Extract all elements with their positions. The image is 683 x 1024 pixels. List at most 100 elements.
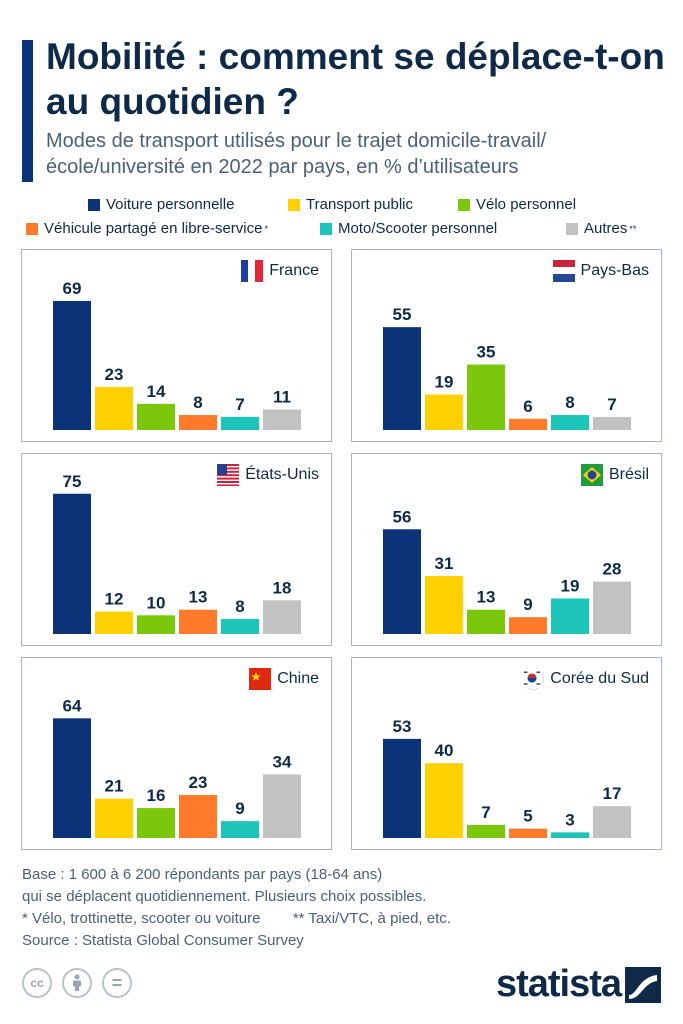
legend-label: Transport public: [306, 196, 413, 213]
legend-item-velo: Vélo personnel: [458, 196, 576, 213]
bar-velo-personnel: [137, 808, 175, 838]
chart-subtitle: Modes de transport utilisés pour le traj…: [46, 130, 547, 178]
country-name: Chine: [277, 670, 319, 687]
legend-item-autres: Autres **: [566, 220, 636, 237]
country-label: Brésil: [580, 464, 649, 486]
no-derivatives-icon[interactable]: =: [102, 968, 132, 998]
legend-label: Véhicule partagé en libre-service: [44, 220, 263, 237]
legend-mark: **: [629, 223, 637, 234]
legend-swatch: [458, 198, 470, 211]
bar-voiture-personnelle: [53, 493, 91, 634]
source-note: Source : Statista Global Consumer Survey: [22, 932, 304, 949]
legend-item-partage: Véhicule partagé en libre-service *: [26, 220, 268, 237]
country-name: Brésil: [608, 466, 649, 483]
country-name: Pays-Bas: [580, 262, 649, 279]
data-label: 13: [189, 588, 208, 607]
data-label: 9: [235, 799, 244, 818]
legend-swatch: [26, 222, 38, 235]
bar-moto-scooter-personnel: [221, 821, 259, 838]
data-label: 19: [435, 372, 454, 391]
bar-velo-personnel: [467, 364, 505, 430]
statista-logo[interactable]: statista: [496, 963, 661, 1006]
data-label: 5: [523, 807, 532, 826]
bar-autres: [593, 806, 631, 838]
attribution-icon[interactable]: [62, 968, 92, 998]
legend-swatch: [288, 198, 300, 211]
bar-transport-public: [95, 611, 133, 634]
data-label: 19: [561, 576, 580, 595]
legend-swatch: [88, 198, 100, 211]
bar-transport-public: [425, 763, 463, 838]
data-label: 35: [477, 343, 496, 362]
data-label: 6: [523, 397, 532, 416]
data-label: 23: [189, 773, 208, 792]
bar-voiture-personnelle: [383, 529, 421, 634]
chart-panel-etats-unis: 75 12 10 13 8 18 États-Unis: [21, 453, 332, 646]
chart-panel-chine: 64 21 16 23 9 34 Chine: [21, 657, 332, 850]
country-label: Corée du Sud: [522, 668, 649, 690]
note-double-star: ** Taxi/VTC, à pied, etc.: [292, 910, 451, 927]
data-label: 3: [565, 810, 574, 829]
data-label: 64: [63, 696, 82, 715]
data-label: 14: [147, 382, 166, 401]
data-label: 23: [105, 365, 124, 384]
bar-velo-personnel: [467, 824, 505, 838]
bar-transport-public: [425, 394, 463, 430]
data-label: 8: [565, 393, 574, 412]
chart-panel-bresil: 56 31 13 9 19 28 Brésil: [351, 453, 662, 646]
bar-chart: 75 12 10 13 8 18: [53, 472, 301, 634]
china-flag-icon: [249, 668, 272, 690]
country-label: Pays-Bas: [552, 260, 649, 282]
bar-velo-personnel: [137, 615, 175, 634]
asterisk-notes: * Vélo, trottinette, scooter ou voiture …: [22, 908, 662, 930]
data-label: 7: [607, 395, 616, 414]
legend-swatch: [566, 222, 578, 235]
data-label: 56: [393, 507, 412, 526]
bar-chart: 56 31 13 9 19 28: [383, 507, 631, 634]
data-label: 12: [105, 590, 124, 609]
data-label: 8: [235, 597, 244, 616]
title-accent-bar: [22, 40, 33, 182]
data-label: 11: [273, 387, 291, 406]
data-label: 69: [63, 279, 82, 298]
base-note-line-2: qui se déplacent quotidiennement. Plusie…: [22, 888, 427, 905]
brazil-flag-icon: [580, 464, 603, 486]
data-label: 13: [477, 588, 496, 607]
bar-velo-personnel: [137, 403, 175, 430]
legend-swatch: [320, 222, 332, 235]
south-korea-flag-icon: [522, 668, 545, 690]
bar-moto-scooter-personnel: [221, 619, 259, 634]
chart-panel-pays-bas: 55 19 35 6 8 7 Pays-Bas: [351, 249, 662, 442]
bar-autres: [263, 600, 301, 634]
note-star: * Vélo, trottinette, scooter ou voiture: [22, 910, 261, 927]
legend-label: Vélo personnel: [476, 196, 577, 213]
chart-title: Mobilité : comment se déplace-t-on au qu…: [46, 36, 665, 122]
bar-transport-public: [425, 576, 463, 634]
country-name: France: [269, 262, 319, 279]
bar-voiture-personnelle: [53, 300, 91, 430]
bar-transport-public: [95, 386, 133, 430]
legend-label: Voiture personnelle: [106, 196, 235, 213]
country-label: Chine: [249, 668, 319, 690]
bar-autres: [593, 416, 631, 430]
data-label: 10: [147, 593, 166, 612]
data-label: 34: [273, 752, 292, 771]
legend-item-transport: Transport public: [288, 196, 413, 213]
legend-label: Moto/Scooter personnel: [338, 220, 498, 237]
legend-label: Autres: [584, 220, 628, 237]
legend-item-voiture: Voiture personnelle: [88, 196, 234, 213]
bar-moto-scooter-personnel: [221, 416, 259, 430]
data-label: 55: [393, 305, 412, 324]
bar-voiture-personnelle: [53, 718, 91, 838]
bar-chart: 69 23 14 8 7 11: [53, 279, 301, 430]
country-name: États-Unis: [245, 466, 319, 483]
data-label: 21: [105, 777, 124, 796]
data-label: 9: [523, 595, 532, 614]
statista-logo-icon: [625, 966, 661, 1003]
bar-autres: [263, 774, 301, 838]
footnotes: Base : 1 600 à 6 200 répondants par pays…: [22, 864, 662, 952]
creative-commons-icon[interactable]: cc: [22, 968, 52, 998]
legend-mark: *: [264, 223, 268, 234]
bar-chart: 64 21 16 23 9 34: [53, 696, 301, 838]
bar-velo-personnel: [467, 609, 505, 634]
